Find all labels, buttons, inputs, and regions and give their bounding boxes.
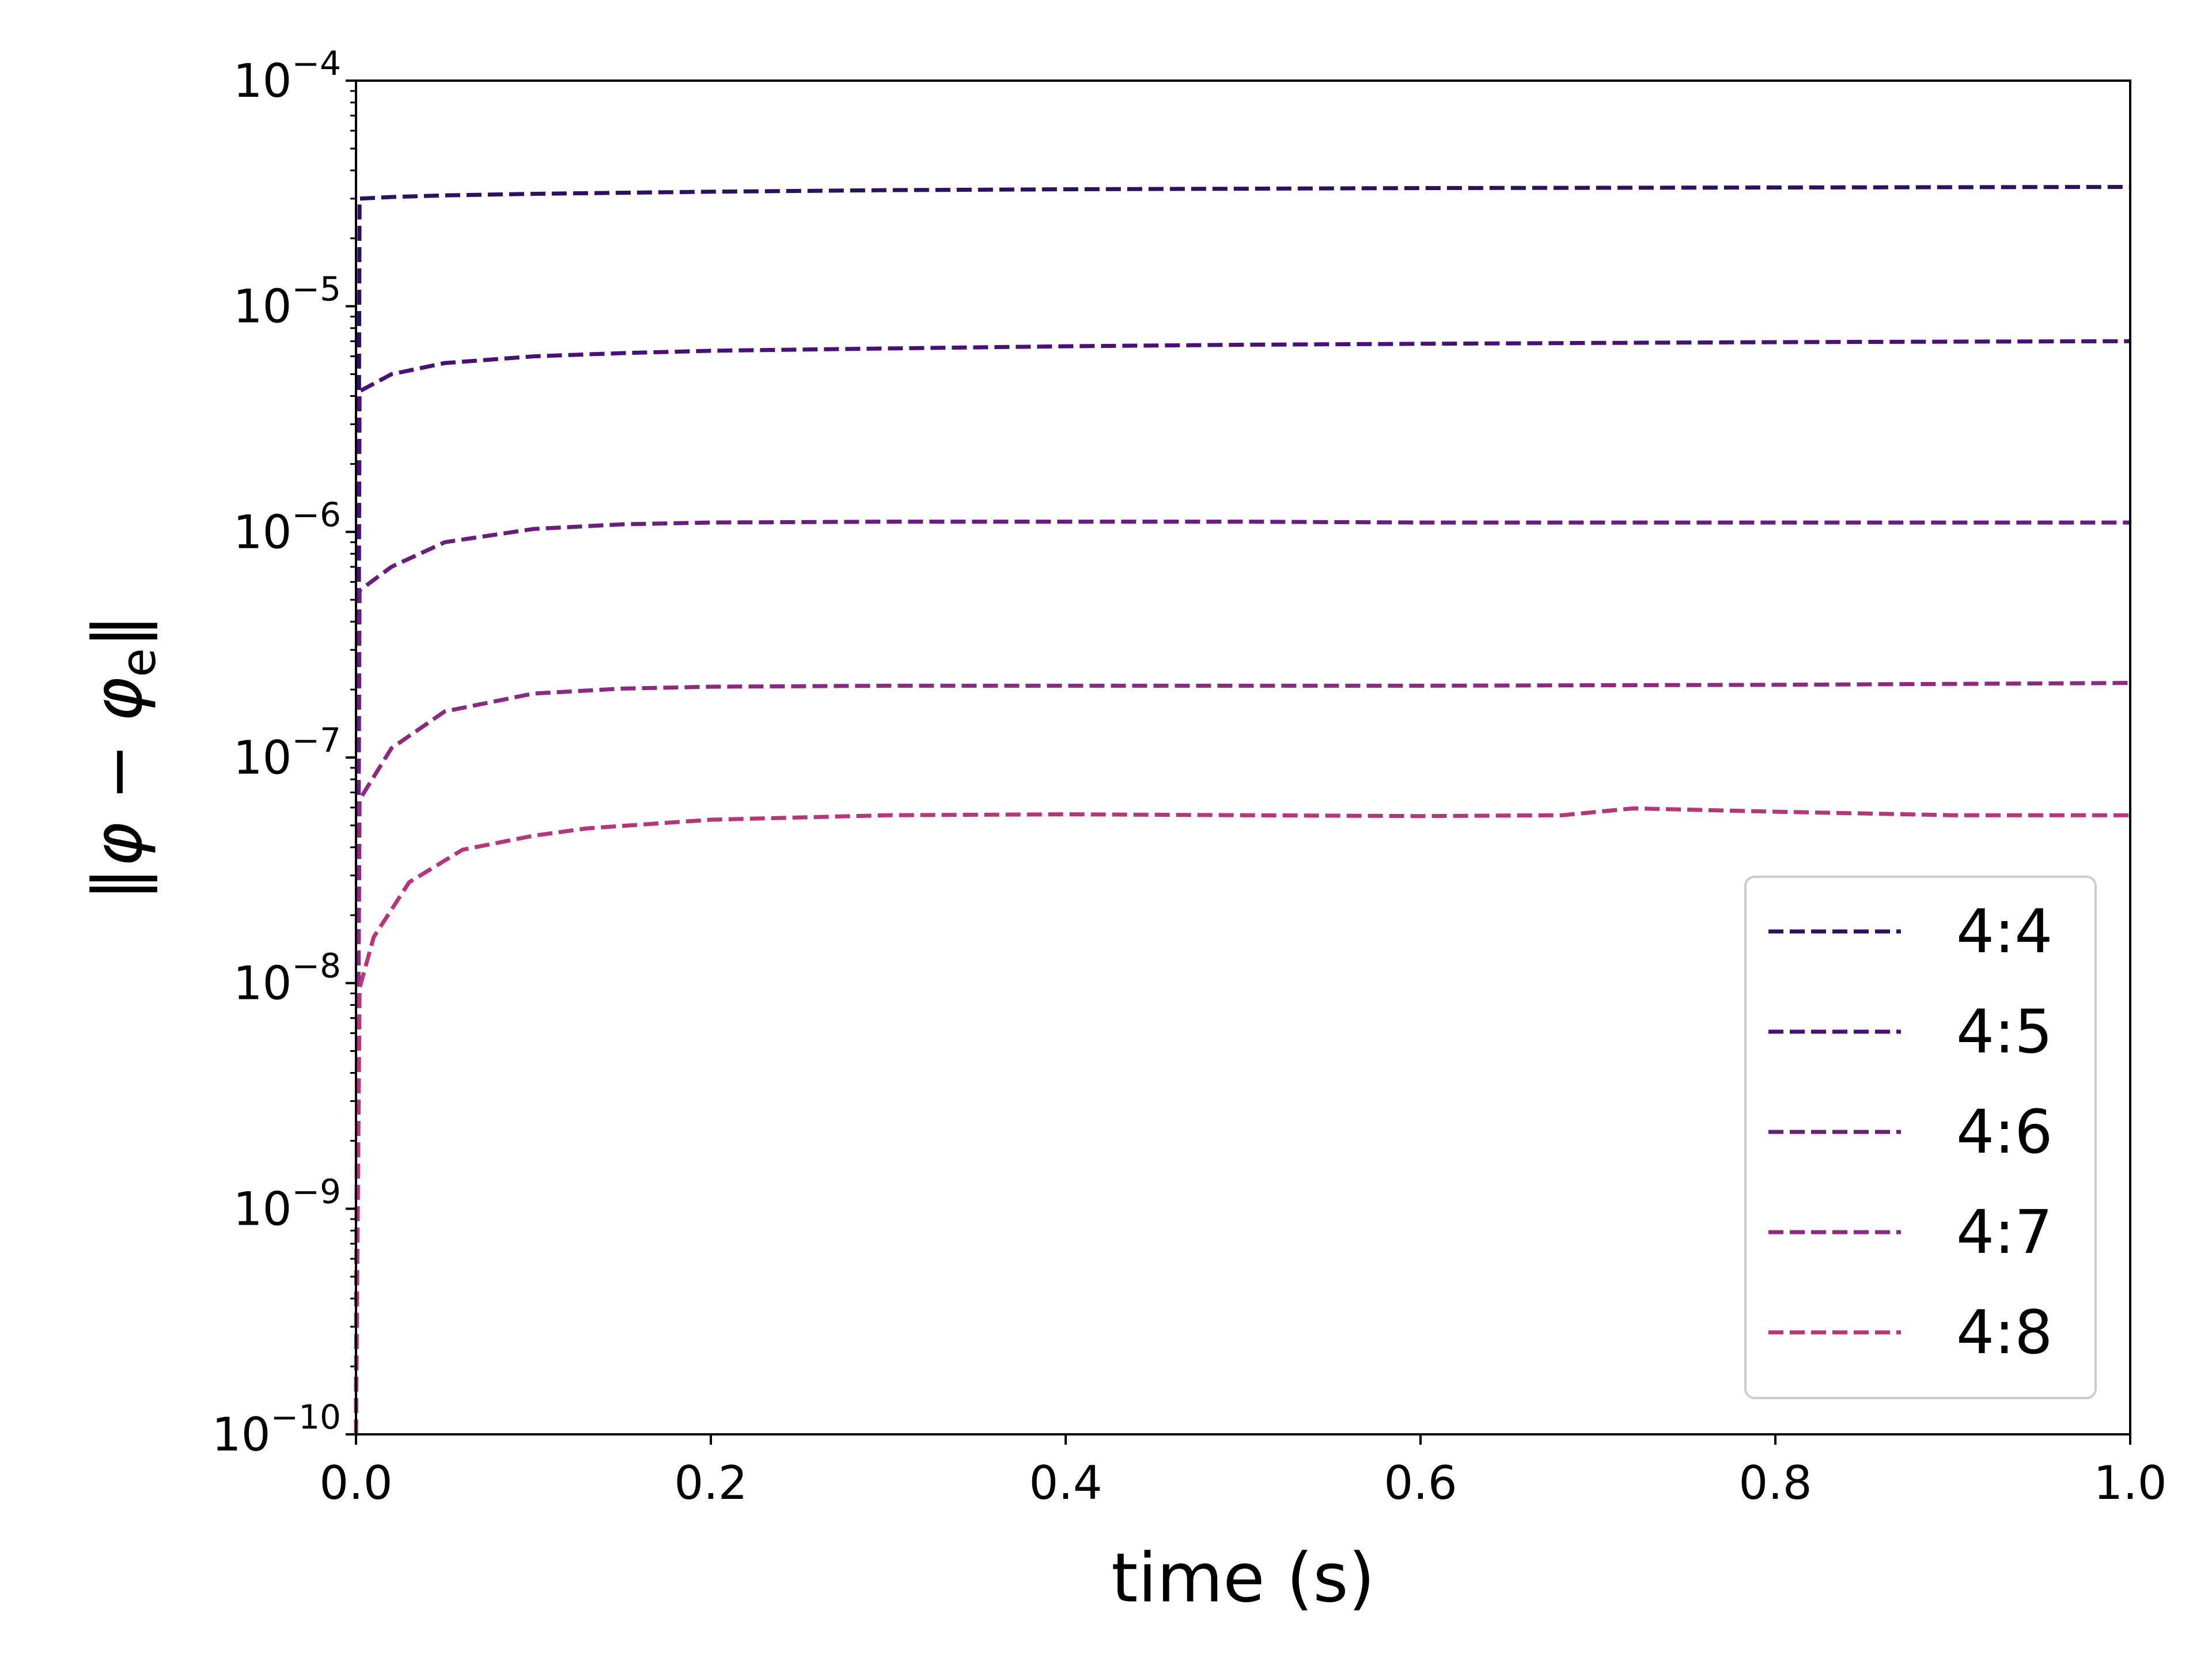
y-tick-label: 10−5 bbox=[233, 270, 341, 334]
x-tick-label: 0.0 bbox=[319, 1456, 392, 1510]
y-tick-label: 10−4 bbox=[233, 44, 341, 108]
series-line-4-4 bbox=[354, 185, 2131, 1435]
tick-labels: 0.0 0.2 0.4 0.6 0.8 1.0 10−10 10−9 10−8 10−7 10−6 1… bbox=[212, 44, 2167, 1510]
axis-ticks bbox=[346, 79, 2131, 1445]
y-tick-label: 10−10 bbox=[212, 1397, 341, 1461]
x-tick-label: 1.0 bbox=[2093, 1456, 2166, 1510]
series-line-4-8 bbox=[354, 806, 2130, 1435]
y-tick-label: 10−8 bbox=[233, 946, 341, 1010]
x-tick-label: 0.4 bbox=[1029, 1456, 1102, 1510]
legend-box bbox=[1744, 876, 2097, 1399]
legend: 4:4 4:5 4:6 4:7 4:8 bbox=[1744, 876, 2097, 1399]
series-line-4-7 bbox=[354, 681, 2131, 1435]
legend-label: 4:4 bbox=[1956, 896, 2052, 967]
series-line-4-5 bbox=[354, 339, 2131, 1435]
y-tick-label: 10−6 bbox=[233, 495, 341, 559]
legend-label: 4:7 bbox=[1956, 1197, 2052, 1267]
legend-label: 4:8 bbox=[1956, 1297, 2052, 1368]
x-axis-label: time (s) bbox=[1111, 1538, 1375, 1618]
y-tick-label: 10−9 bbox=[233, 1172, 341, 1236]
legend-label: 4:6 bbox=[1956, 1097, 2052, 1167]
series-line-4-6 bbox=[354, 520, 2130, 1435]
y-tick-label: 10−7 bbox=[233, 721, 341, 785]
x-tick-label: 0.6 bbox=[1384, 1456, 1457, 1510]
x-tick-label: 0.8 bbox=[1738, 1456, 1812, 1510]
x-tick-label: 0.2 bbox=[674, 1456, 747, 1510]
legend-label: 4:5 bbox=[1956, 997, 2052, 1067]
plot-frame bbox=[355, 79, 2131, 1435]
series-layer bbox=[354, 185, 2131, 1435]
y-axis-label: ‖φ − φe‖ bbox=[78, 614, 166, 901]
